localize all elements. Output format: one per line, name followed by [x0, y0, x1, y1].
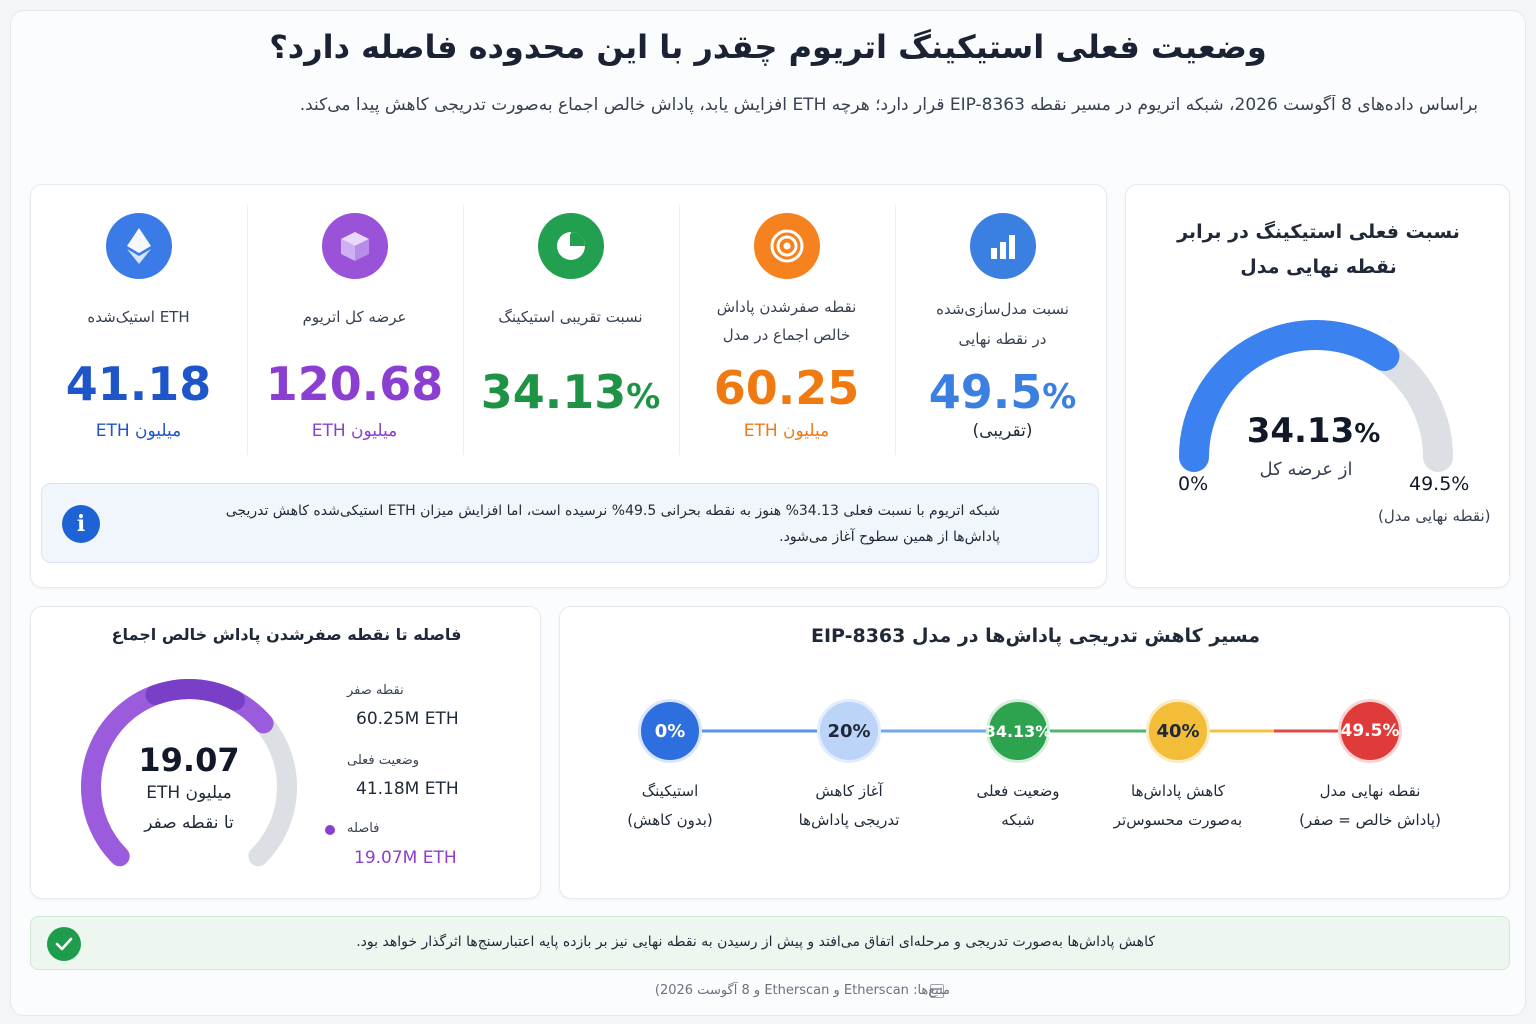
path-node-3: 40%: [1146, 699, 1210, 763]
stat-unit: میلیون ETH: [95, 421, 182, 441]
path-node-label: کاهش پاداش‌ها به‌صورت محسوس‌تر: [1113, 782, 1243, 829]
page-title: وضعیت فعلی استیکینگ اتریوم چقدر با این م…: [269, 28, 1267, 66]
legend-dot: [325, 825, 335, 835]
stat-label: عرضه کل اتریوم: [302, 308, 407, 326]
path-node-2: 34.13%: [985, 699, 1051, 763]
divider: [247, 205, 248, 455]
stat-label: نسبت تقریبی استیکینگ: [498, 308, 643, 326]
conclusion-banner: کاهش پاداش‌ها به‌صورت تدریجی و مرحله‌ای …: [30, 916, 1510, 970]
gauge-min-label: 0%: [1178, 473, 1209, 495]
gauge-center-label: از عرضه کل: [1259, 459, 1353, 480]
stat-model-ratio: نسبت مدل‌سازی‌شده در نقطه نهایی 49.5% (ت…: [895, 185, 1110, 469]
stat-value: 34.13%: [480, 365, 661, 419]
stats-card: ETH استیک‌شده 41.18 میلیون ETH عرضه کل ا…: [30, 184, 1107, 588]
divider: [679, 205, 680, 455]
stat-unit: میلیون ETH: [311, 421, 398, 441]
legend-label: نقطه صفر: [347, 683, 404, 698]
stat-staked-eth: ETH استیک‌شده 41.18 میلیون ETH: [31, 185, 246, 469]
stat-total-supply: عرضه کل اتریوم 120.68 میلیون ETH: [247, 185, 462, 469]
distance-center-unit: میلیون ETH: [146, 783, 232, 803]
path-connectors: [702, 729, 1338, 733]
divider: [895, 205, 896, 455]
reward-path-card: مسیر کاهش تدریجی پاداش‌ها در مدل EIP-836…: [559, 606, 1510, 899]
stat-value: 49.5%: [928, 365, 1077, 419]
gauge-title: نسبت فعلی استیکینگ در برابر نقطه نهایی م…: [1177, 221, 1460, 278]
stat-staking-ratio: نسبت تقریبی استیکینگ 34.13%: [463, 185, 678, 469]
calendar-icon: [930, 984, 944, 998]
check-icon: [47, 927, 81, 961]
gauge-fill: [1179, 320, 1400, 472]
legend-value: 41.18M ETH: [356, 779, 459, 799]
ratio-gauge-card: نسبت فعلی استیکینگ در برابر نقطه نهایی م…: [1125, 184, 1510, 588]
stat-label: در نقطه نهایی: [958, 330, 1047, 348]
source-note: منبع‌ها: Etherscan و Etherscan و 8 آگوست…: [654, 983, 950, 998]
pie-chart-icon: [538, 213, 604, 279]
legend-value: 60.25M ETH: [356, 709, 459, 729]
distance-center-caption: تا نقطه صفر: [144, 813, 234, 833]
stat-label: خالص اجماع در مدل: [722, 326, 851, 344]
distance-center-value: 19.07: [138, 741, 240, 779]
path-node-label: وضعیت فعلی شبکه: [976, 782, 1060, 829]
stat-value: 60.25: [713, 361, 860, 415]
target-icon: [754, 213, 820, 279]
path-title: مسیر کاهش تدریجی پاداش‌ها در مدل EIP-836…: [810, 625, 1261, 647]
legend-label: وضعیت فعلی: [347, 753, 420, 768]
legend-label: فاصله: [347, 821, 380, 836]
path-node-label: آغاز کاهش تدریجی پاداش‌ها: [798, 782, 900, 829]
cube-icon: [322, 213, 388, 279]
stat-label: نسبت مدل‌سازی‌شده: [936, 300, 1069, 318]
legend-value: 19.07M ETH: [354, 848, 457, 868]
path-node-label: استیکینگ (بدون کاهش): [627, 782, 713, 829]
path-node-4: 49.5%: [1338, 699, 1402, 763]
ratio-gauge: [1179, 320, 1453, 472]
path-node-1: 20%: [817, 699, 881, 763]
divider: [463, 205, 464, 455]
stat-label: ETH استیک‌شده: [87, 308, 190, 326]
bar-chart-icon: [970, 213, 1036, 279]
distance-title: فاصله تا نقطه صفرشدن پاداش خالص اجماع: [111, 625, 462, 644]
distance-donut: [81, 679, 297, 867]
info-text: شبکه اتریوم با نسبت فعلی 34.13% هنوز به …: [225, 503, 1000, 545]
page-subtitle: براساس داده‌های 8 آگوست 2026، شبکه اتریو…: [299, 95, 1478, 115]
info-icon: i: [62, 505, 100, 543]
path-node-label: نقطه نهایی مدل (پاداش خالص = صفر): [1299, 782, 1441, 829]
stat-zero-point: نقطه صفرشدن پاداش خالص اجماع در مدل 60.2…: [679, 185, 894, 469]
donut-gap-segment: [145, 679, 246, 711]
info-note: i شبکه اتریوم با نسبت فعلی 34.13% هنوز ب…: [41, 483, 1099, 563]
gauge-max-note: (نقطه نهایی مدل): [1378, 507, 1491, 525]
stat-value: 120.68: [265, 357, 444, 411]
stat-label: نقطه صفرشدن پاداش: [716, 298, 857, 316]
stat-unit: (تقریبی): [972, 421, 1033, 441]
gauge-center-value: 34.13%: [1246, 411, 1381, 451]
stat-unit: میلیون ETH: [743, 421, 830, 441]
conclusion-text: کاهش پاداش‌ها به‌صورت تدریجی و مرحله‌ای …: [356, 934, 1155, 950]
distance-card: فاصله تا نقطه صفرشدن پاداش خالص اجماع 19…: [30, 606, 541, 899]
ethereum-icon: [106, 213, 172, 279]
stat-value: 41.18: [65, 357, 212, 411]
gauge-max-label: 49.5%: [1409, 473, 1470, 495]
path-node-0: 0%: [638, 699, 702, 763]
